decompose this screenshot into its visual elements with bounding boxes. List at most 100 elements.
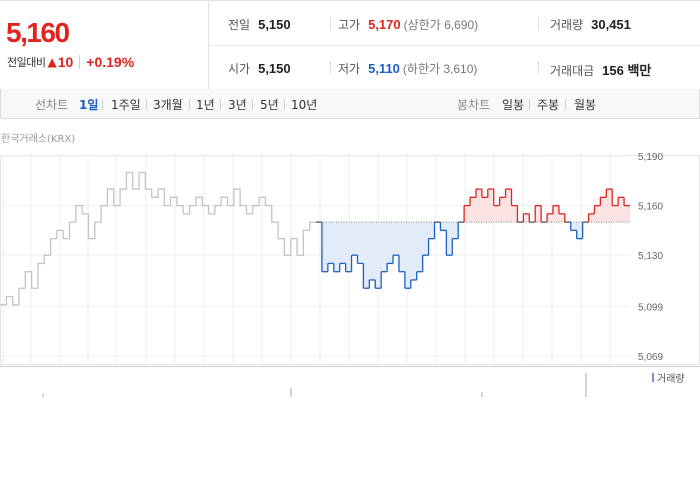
loss-area [345,222,352,272]
low-value: 5,110 [368,61,400,76]
loss-area [375,222,382,289]
gain-area [552,205,560,223]
change-value: 10 [57,54,74,70]
trade-value: 거래대금 156 백만 [550,60,651,79]
loss-area [404,222,412,289]
gain-area [600,197,607,223]
gain-area [588,213,595,223]
loss-area [357,222,364,264]
y-tick-label: 5,069 [638,352,663,363]
tab-10y[interactable]: 10년 [291,98,318,112]
high-value: 5,170 [368,17,401,32]
divider [565,99,566,110]
loss-area [393,222,400,256]
up-arrow-icon: ▲ [47,55,57,69]
tab-monthly[interactable]: 월봉 [574,98,597,112]
prev-close: 전일 5,150 [228,16,291,33]
line-chart-label: 선차트 [35,98,69,112]
open-value: 5,150 [258,61,291,76]
gain-area [547,213,554,223]
tab-3m[interactable]: 3개월 [153,98,183,112]
divider [220,99,221,110]
volume-value: 30,451 [591,17,631,32]
upper-limit: (상한가 6,690) [403,18,479,32]
loss-area [381,222,388,272]
tab-weekly[interactable]: 주봉 [537,98,560,112]
gain-area [470,197,477,223]
divider [330,17,331,30]
data-source: 한국거래소(KRX) [1,134,76,145]
prev-close-value: 5,150 [258,17,291,32]
y-tick-label: 5,130 [638,251,663,262]
gain-area [487,189,495,223]
loss-area [369,222,376,280]
loss-area [576,222,583,239]
tab-daily[interactable]: 일봉 [502,98,525,112]
loss-area [333,222,340,272]
divider [529,99,530,110]
gain-area [499,197,506,223]
gain-area [594,205,601,223]
past-price-line [0,171,316,306]
gain-area [558,213,566,223]
open-label: 시가 [228,62,251,76]
divider [252,99,253,110]
divider [79,55,81,69]
gain-area [535,205,542,223]
gain-area [606,189,613,223]
y-tick-label: 5,160 [638,202,663,213]
gain-area [475,189,483,223]
loss-area [398,222,406,272]
lower-limit: (하한가 3,610) [402,62,478,76]
volume-legend-label: 거래량 [657,373,685,385]
divider [284,99,285,110]
change-label: 전일대비 [7,56,46,69]
loss-area [387,222,394,264]
divider [538,61,539,74]
loss-area [327,222,335,264]
gain-area [464,205,471,223]
current-price-box: 5,160 전일대비 ▲ 10 +0.19% [0,1,209,89]
loss-area [446,222,453,256]
change-row: 전일대비 ▲ 10 +0.19% [7,54,134,70]
tab-3y[interactable]: 3년 [228,98,247,112]
tab-5y[interactable]: 5년 [260,98,279,112]
high-label: 고가 [338,18,361,32]
loss-area [339,222,346,264]
prev-close-label: 전일 [228,18,251,32]
loss-area [428,222,435,239]
gain-area [618,197,625,223]
quote-panel: 5,160 전일대비 ▲ 10 +0.19% 전일 5,150 고가 5,170… [0,0,700,90]
divider [146,99,147,110]
low-label: 저가 [338,62,361,76]
loss-area [363,222,370,289]
loss-area [321,222,329,272]
high: 고가 5,170 (상한가 6,690) [338,16,478,33]
trade-value-value: 156 백만 [602,63,652,78]
gain-area [523,213,530,223]
tab-1w[interactable]: 1주일 [111,98,141,112]
loss-area [410,222,418,280]
loss-area [440,222,447,231]
loss-area [452,222,459,239]
gain-area [511,205,518,223]
volume: 거래량 30,451 [550,16,631,33]
divider [538,17,539,30]
gain-area [624,205,631,223]
loss-area [351,222,358,256]
row-divider [209,45,700,46]
y-tick-label: 5,190 [638,152,663,163]
loss-area [416,222,423,272]
volume-legend-swatch [652,373,654,382]
open: 시가 5,150 [228,60,291,77]
gain-area [481,197,489,223]
loss-area [422,222,429,256]
divider [102,99,103,110]
candle-chart-label: 봉차트 [457,98,491,112]
tab-1y[interactable]: 1년 [196,98,215,112]
trade-value-label: 거래대금 [550,64,595,78]
tab-1d[interactable]: 1일 [79,98,99,112]
volume-label: 거래량 [550,18,584,32]
gain-area [505,189,512,223]
